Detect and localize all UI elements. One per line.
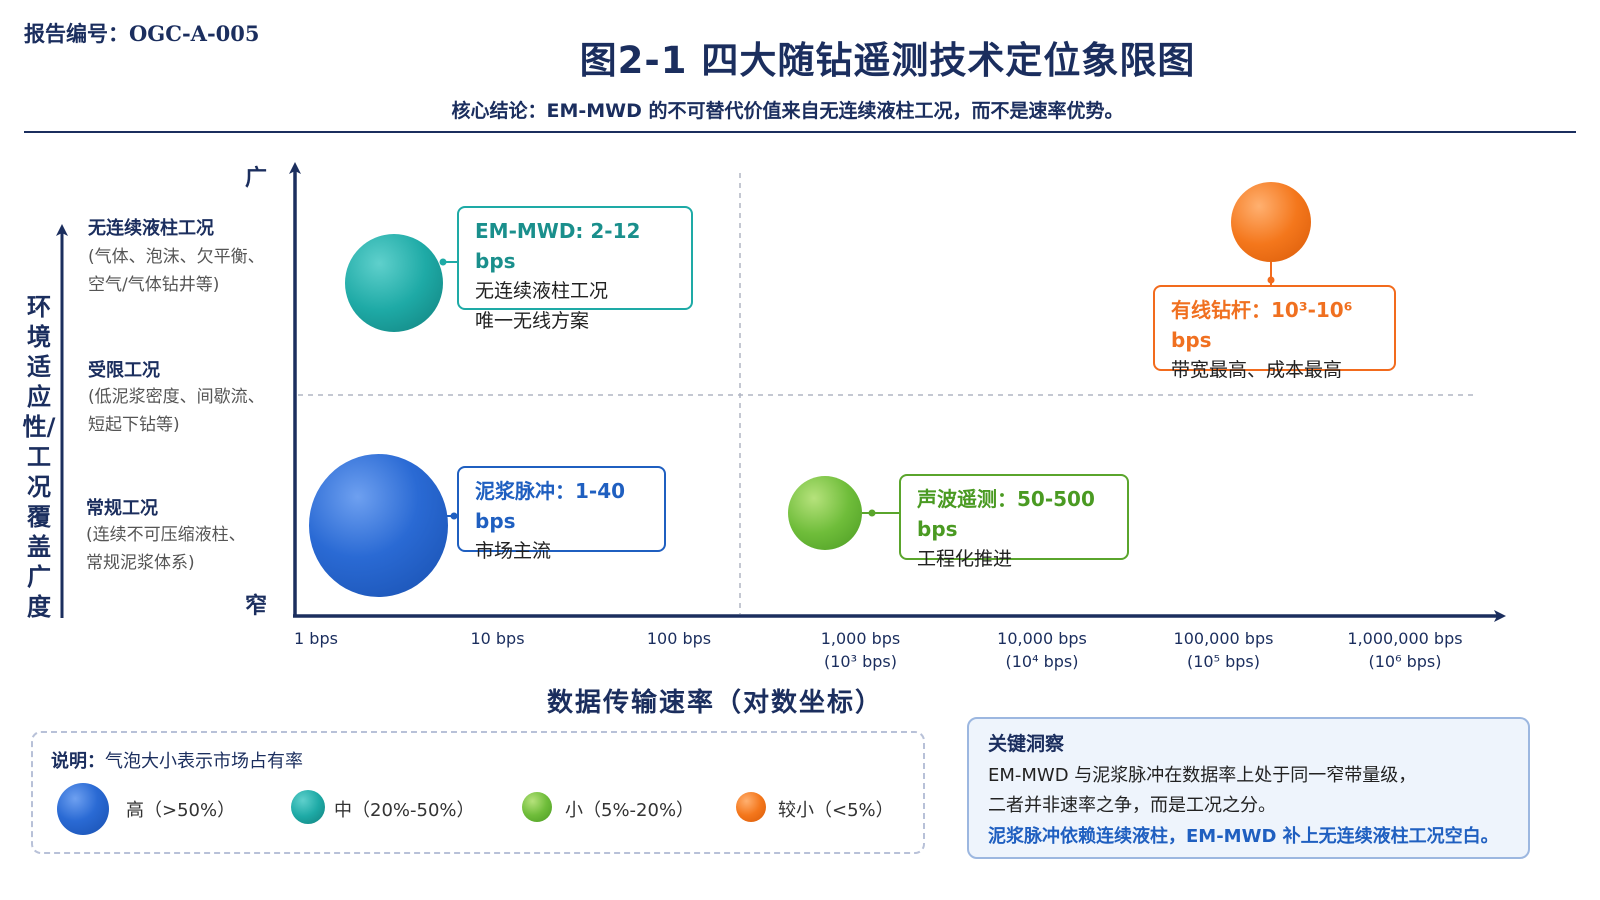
label-em-mwd-title: EM-MWD: 2-12 bps xyxy=(475,219,641,273)
condition-title: 受限工况 xyxy=(88,360,160,381)
x-tick-label: 1,000 bps (10³ bps) xyxy=(776,627,946,673)
legend-label: 高（>50%） xyxy=(126,800,236,821)
legend-bubble-small xyxy=(522,792,552,822)
page-subtitle: 核心结论：EM-MWD 的不可替代价值来自无连续液柱工况，而不是速率优势。 xyxy=(451,100,1124,122)
x-tick-value: 10 bps xyxy=(470,629,525,648)
label-mud-pulse-title: 泥浆脉冲：1-40 bps xyxy=(475,479,626,533)
x-tick-value: 1,000 bps xyxy=(820,629,901,648)
legend-box xyxy=(31,731,925,854)
label-wired-pipe: 有线钻杆：10³-10⁶ bps 带宽最高、成本最高 xyxy=(1153,285,1396,381)
report-id: 报告编号：OGC-A-005 xyxy=(24,21,260,46)
page-title: 图2-1 四大随钻遥测技术定位象限图 xyxy=(579,39,1196,82)
label-wired-pipe-title: 有线钻杆：10³-10⁶ bps xyxy=(1171,298,1353,352)
y-bottom-label: 窄 xyxy=(245,594,268,619)
insight-title: 关键洞察 xyxy=(988,733,1065,755)
label-acoustic-title: 声波遥测：50-500 bps xyxy=(917,487,1095,541)
label-em-mwd: EM-MWD: 2-12 bps 无连续液柱工况 唯一无线方案 xyxy=(457,206,693,332)
x-tick-value: 1,000,000 bps xyxy=(1347,629,1463,648)
insight-line: 二者并非速率之争，而是工况之分。 xyxy=(988,795,1276,816)
condition-desc: (连续不可压缩液柱、 常规泥浆体系) xyxy=(86,525,246,573)
bubble-acoustic xyxy=(788,476,862,550)
legend-bubble-mid xyxy=(291,790,325,824)
y-top-label: 广 xyxy=(245,166,268,191)
label-acoustic: 声波遥测：50-500 bps 工程化推进 xyxy=(899,474,1129,570)
condition-desc: (气体、泡沫、欠平衡、 空气/气体钻井等) xyxy=(88,247,265,295)
label-wired-pipe-line: 带宽最高、成本最高 xyxy=(1171,359,1343,381)
x-axis-title: 数据传输速率（对数坐标） xyxy=(546,688,883,718)
legend-title: 说明：气泡大小表示市场占有率 xyxy=(51,751,303,772)
label-mud-pulse: 泥浆脉冲：1-40 bps 市场主流 xyxy=(457,466,666,562)
legend-label: 小（5%-20%） xyxy=(565,800,695,821)
insight-line: EM-MWD 与泥浆脉冲在数据率上处于同一窄带量级， xyxy=(988,765,1417,786)
connector-wired-dot xyxy=(1267,276,1275,284)
x-tick-power: (10⁴ bps) xyxy=(1005,652,1079,671)
header-divider xyxy=(24,131,1576,133)
x-tick-label: 1 bps xyxy=(231,627,401,650)
x-tick-label: 10 bps xyxy=(413,627,583,650)
x-tick-value: 10,000 bps xyxy=(997,629,1087,648)
condition-title: 无连续液柱工况 xyxy=(88,218,214,239)
insight-conclusion: 泥浆脉冲依赖连续液柱，EM-MWD 补上无连续液柱工况空白。 xyxy=(988,826,1499,847)
bubble-wired-pipe xyxy=(1231,182,1311,262)
x-tick-power: (10⁶ bps) xyxy=(1368,652,1442,671)
label-acoustic-line: 工程化推进 xyxy=(917,548,1013,570)
condition-title: 常规工况 xyxy=(86,498,158,519)
condition-desc: (低泥浆密度、间歇流、 短起下钻等) xyxy=(88,387,265,435)
label-em-mwd-line: 无连续液柱工况 xyxy=(475,280,609,302)
x-tick-power: (10³ bps) xyxy=(824,652,897,671)
bubble-mud-pulse xyxy=(309,454,448,597)
x-tick-value: 100,000 bps xyxy=(1173,629,1274,648)
x-tick-value: 100 bps xyxy=(646,629,712,648)
legend-label: 中（20%-50%） xyxy=(334,800,475,821)
x-tick-label: 100 bps xyxy=(594,627,764,650)
connector-mud-dot xyxy=(450,512,458,520)
legend-bubble-smaller xyxy=(736,792,766,822)
bubble-em-mwd xyxy=(345,234,443,332)
legend-bubble-high xyxy=(57,783,109,835)
connector-acoustic-dot xyxy=(868,509,876,517)
label-mud-pulse-line: 市场主流 xyxy=(475,540,552,562)
x-tick-label: 10,000 bps (10⁴ bps) xyxy=(957,627,1127,673)
y-axis-title: 环境适应性/工况覆盖广度 xyxy=(22,293,56,621)
x-tick-label: 100,000 bps (10⁵ bps) xyxy=(1139,627,1309,673)
connector-em-dot xyxy=(439,258,447,266)
label-em-mwd-line: 唯一无线方案 xyxy=(475,310,590,332)
x-tick-label: 1,000,000 bps (10⁶ bps) xyxy=(1320,627,1490,673)
insight-box xyxy=(967,717,1530,859)
x-tick-power: (10⁵ bps) xyxy=(1187,652,1260,671)
legend-label: 较小（<5%） xyxy=(778,800,894,821)
x-tick-value: 1 bps xyxy=(294,629,338,648)
